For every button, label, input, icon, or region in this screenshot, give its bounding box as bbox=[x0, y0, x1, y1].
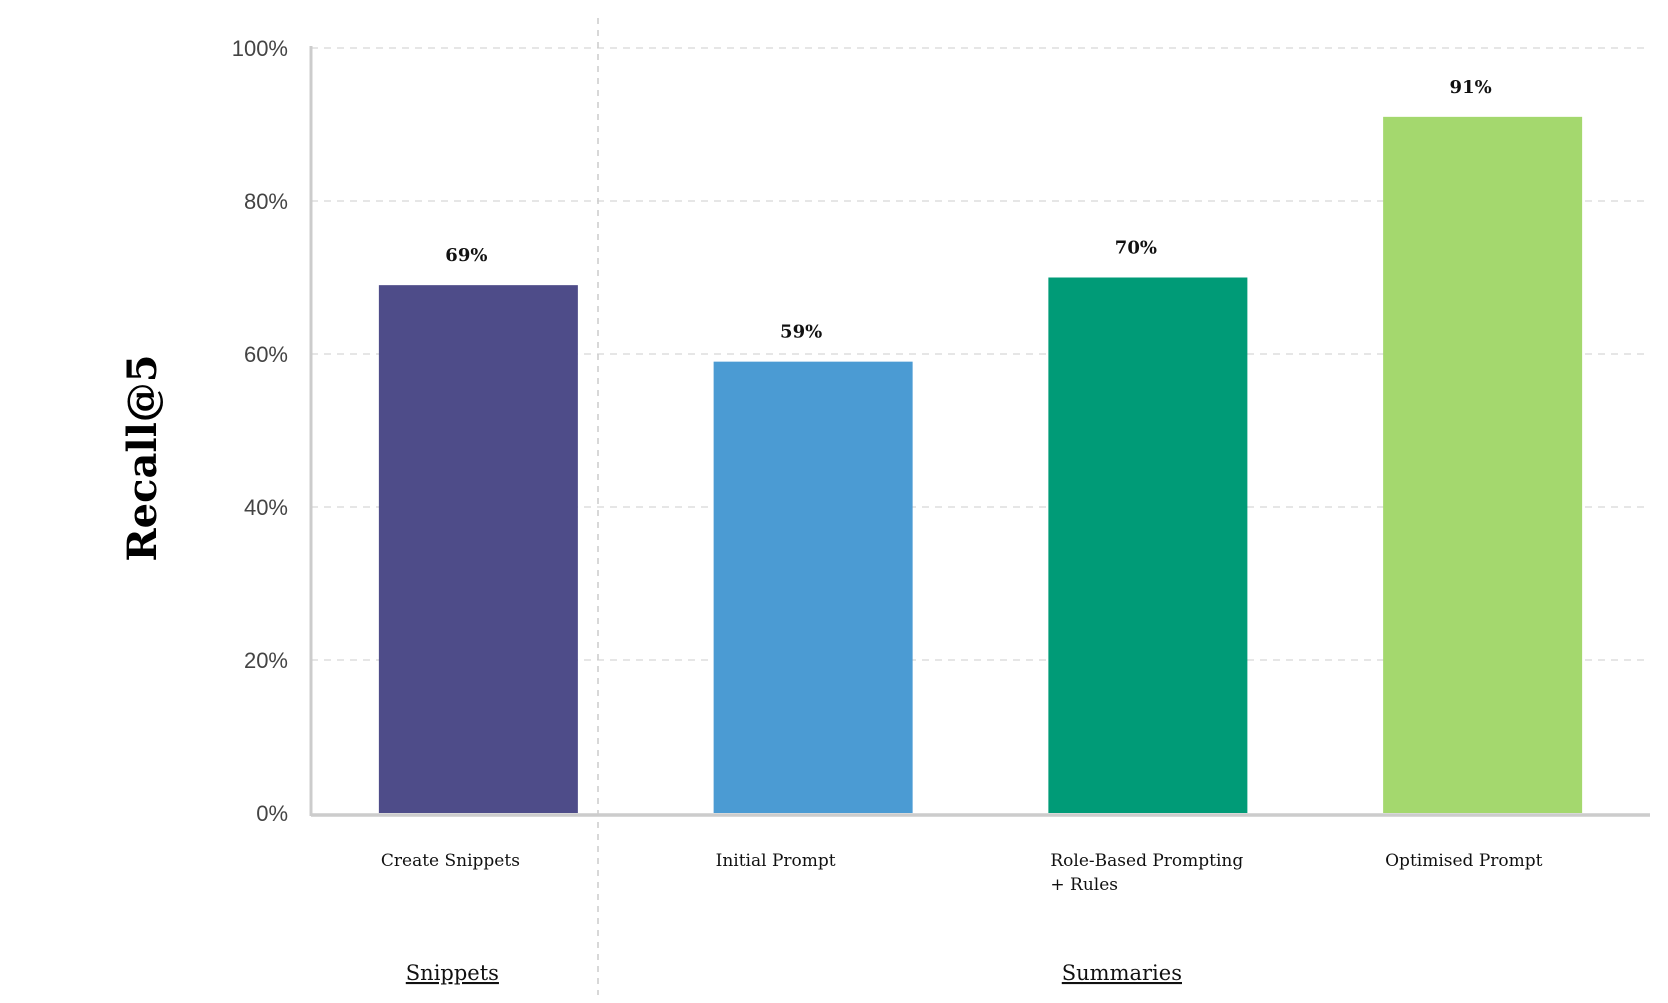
bar bbox=[1048, 277, 1248, 813]
value-label: 69% bbox=[445, 245, 487, 266]
y-tick-label: 80% bbox=[244, 189, 288, 214]
x-tick-label: Create Snippets bbox=[381, 851, 520, 871]
x-axis-labels: Create Snippets Initial Prompt Role-Based … bbox=[381, 851, 1543, 895]
x-tick-label: Optimised Prompt bbox=[1385, 851, 1543, 871]
y-axis-ticks: 0% 20% 40% 60% 80% 100% bbox=[232, 36, 288, 826]
bar bbox=[1383, 116, 1583, 814]
value-label: 70% bbox=[1115, 238, 1157, 259]
group-labels: Snippets Summaries bbox=[406, 961, 1182, 985]
value-labels: 69% 59% 70% 91% bbox=[445, 77, 1491, 343]
group-label: Snippets bbox=[406, 961, 499, 985]
y-tick-label: 60% bbox=[244, 342, 288, 367]
y-axis-title: Recall@5 bbox=[119, 354, 166, 561]
y-tick-label: 100% bbox=[232, 36, 288, 61]
x-tick-label: Initial Prompt bbox=[716, 851, 836, 871]
bar bbox=[713, 361, 913, 813]
value-label: 59% bbox=[780, 322, 822, 343]
bar bbox=[378, 285, 578, 813]
value-label: 91% bbox=[1450, 77, 1492, 98]
x-tick-label: Role-Based Prompting + Rules bbox=[1050, 851, 1243, 895]
y-tick-label: 0% bbox=[256, 801, 288, 826]
y-tick-label: 20% bbox=[244, 648, 288, 673]
bars bbox=[378, 116, 1583, 814]
group-label: Summaries bbox=[1062, 961, 1182, 985]
y-tick-label: 40% bbox=[244, 495, 288, 520]
